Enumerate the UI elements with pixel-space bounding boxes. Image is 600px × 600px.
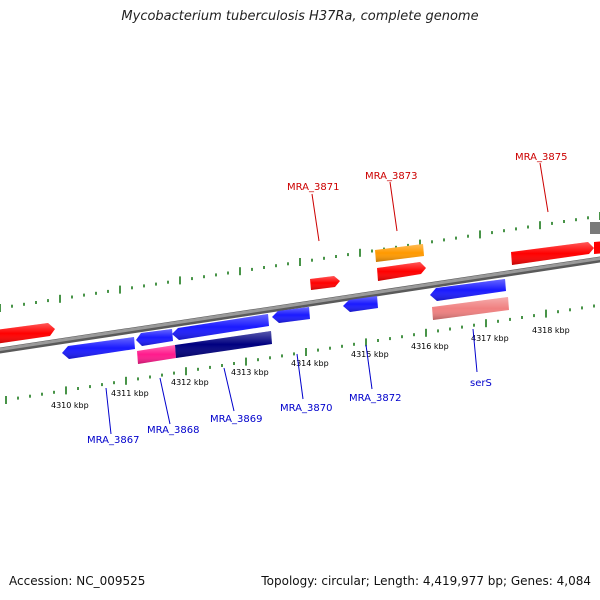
gene-label-mra-3869[interactable]: MRA_3869 — [210, 414, 262, 425]
backbone-end-block — [590, 222, 600, 234]
scale-labels: 4310 kbp 4311 kbp 4312 kbp 4313 kbp 4314… — [51, 326, 570, 410]
rna-feature-pink[interactable] — [137, 345, 176, 364]
reverse-gene-labels: MRA_3867 MRA_3868 MRA_3869 MRA_3870 MRA_… — [87, 328, 492, 446]
gene-label-mra-3873[interactable]: MRA_3873 — [365, 171, 417, 182]
forward-tick-ruler — [0, 212, 600, 312]
gene-dark-navy[interactable] — [175, 331, 272, 358]
gene-label-mra-3867[interactable]: MRA_3867 — [87, 435, 139, 446]
pseudo-feature-salmon[interactable] — [432, 297, 509, 320]
gene-mra-3873[interactable] — [377, 262, 426, 281]
gene-forward-left-partial[interactable] — [0, 323, 55, 344]
gene-label-mra-3875[interactable]: MRA_3875 — [515, 152, 567, 163]
forward-genes — [0, 241, 600, 344]
scale-label: 4318 kbp — [532, 326, 570, 335]
gene-label-mra-3871[interactable]: MRA_3871 — [287, 182, 339, 193]
gene-mra-3875[interactable] — [511, 242, 594, 265]
scale-label: 4313 kbp — [231, 368, 269, 377]
scale-label: 4317 kbp — [471, 334, 509, 343]
gene-forward-right-partial[interactable] — [594, 241, 600, 254]
scale-label: 4310 kbp — [51, 401, 89, 410]
accession-text: Accession: NC_009525 — [9, 574, 146, 588]
gene-label-sers[interactable]: serS — [470, 378, 492, 389]
scale-label: 4316 kbp — [411, 342, 449, 351]
gene-sers[interactable] — [430, 279, 506, 301]
gene-mra-3868[interactable] — [136, 329, 173, 346]
gene-label-mra-3868[interactable]: MRA_3868 — [147, 425, 199, 436]
gene-label-mra-3872[interactable]: MRA_3872 — [349, 393, 401, 404]
genome-summary-text: Topology: circular; Length: 4,419,977 bp… — [261, 574, 591, 588]
scale-label: 4312 kbp — [171, 378, 209, 387]
gene-mra-3872[interactable] — [343, 296, 378, 312]
feature-orange[interactable] — [375, 244, 424, 262]
reverse-tick-ruler — [5, 304, 595, 404]
scale-label: 4311 kbp — [111, 389, 149, 398]
backbone — [0, 222, 600, 354]
gene-mra-3867[interactable] — [62, 337, 135, 359]
scale-label: 4314 kbp — [291, 359, 329, 368]
scale-label: 4315 kbp — [351, 350, 389, 359]
gene-label-mra-3870[interactable]: MRA_3870 — [280, 403, 332, 414]
map-title: Mycobacterium tuberculosis H37Ra, comple… — [121, 9, 479, 24]
gene-mra-3870[interactable] — [272, 307, 310, 323]
forward-gene-labels: MRA_3871 MRA_3873 MRA_3875 — [287, 152, 567, 242]
reverse-genes — [62, 279, 509, 364]
gene-mra-3869[interactable] — [172, 314, 269, 340]
gene-mra-3871[interactable] — [310, 276, 340, 290]
